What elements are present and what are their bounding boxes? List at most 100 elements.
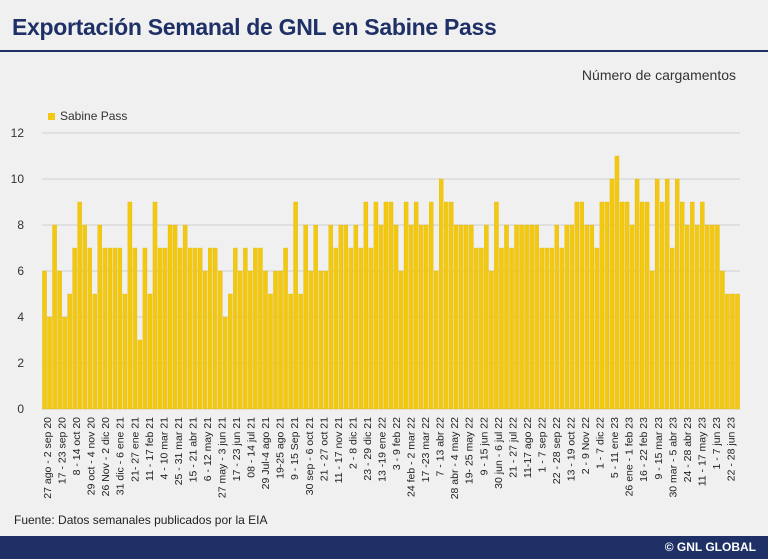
bar [258, 247, 263, 410]
x-tick-label: 22 - 28 sep 22 [551, 417, 563, 484]
bar [444, 201, 449, 410]
bar [288, 293, 293, 410]
bar [228, 293, 233, 410]
bar [328, 224, 333, 410]
bar [77, 201, 82, 410]
bar [253, 247, 258, 410]
x-tick-label: 3 - 9 feb 22 [391, 417, 403, 470]
bar [559, 247, 564, 410]
footer-bar: © GNL GLOBAL [0, 536, 768, 559]
y-tick-label: 2 [17, 356, 24, 370]
bar [579, 201, 585, 410]
bar [670, 247, 675, 410]
x-tick-label: 25 - 31 mar 21 [173, 417, 185, 485]
bar [544, 247, 549, 410]
bar-chart: 0 2 4 6 8 10 12 27 ago - 2 sep 20 17 - 23 sep 2… [11, 126, 740, 499]
bar [554, 224, 559, 410]
bar [614, 155, 620, 410]
bar [172, 224, 178, 410]
bar [449, 201, 454, 410]
bar [167, 224, 173, 410]
bar [177, 247, 183, 410]
bar [499, 247, 504, 410]
x-tick-label: 24 feb - 2 mar 22 [406, 417, 418, 497]
bar [298, 293, 303, 410]
x-tick-label: 9 - 15 Sep 21 [289, 417, 301, 480]
x-tick-label: 17 -23 mar 22 [420, 417, 432, 483]
x-tick-label: 13 - 19 oct 22 [566, 417, 578, 481]
bar [454, 224, 459, 410]
x-tick-label: 29 Jul-4 ago 21 [260, 417, 272, 490]
bar [67, 293, 72, 410]
bar [589, 224, 595, 410]
x-tick-label: 30 jun - 6 jul 22 [493, 417, 505, 489]
bar [87, 247, 92, 410]
x-tick-label: 5 - 11 ene 23 [609, 417, 621, 478]
bar [398, 270, 404, 410]
bar [343, 224, 349, 410]
x-tick-label: 11 - 17 nov 21 [333, 417, 345, 484]
y-axis-unit-label: Número de cargamentos [581, 67, 736, 83]
bar [127, 201, 133, 410]
x-tick-label: 30 sep - 6 oct 21 [304, 417, 316, 495]
bar [378, 224, 384, 410]
bar [519, 224, 524, 410]
bar [680, 201, 685, 410]
bar [117, 247, 123, 410]
y-tick-label: 4 [17, 310, 24, 324]
bar [383, 201, 389, 410]
bar [72, 247, 77, 410]
x-tick-label: 16 - 22 feb 23 [638, 417, 650, 482]
bar [187, 247, 193, 410]
x-tick-label: 11 - 17 feb 21 [144, 417, 156, 481]
bar [413, 201, 419, 410]
bar [504, 224, 509, 410]
x-tick-label: 21 - 27 oct 21 [318, 417, 330, 481]
bar [263, 270, 268, 410]
bar [393, 224, 399, 410]
x-tick-label: 11 - 17 may 23 [696, 417, 708, 486]
bar [112, 247, 118, 410]
bar [147, 293, 153, 410]
bar [484, 224, 489, 410]
bar [418, 224, 424, 410]
bar [42, 270, 47, 410]
bar [574, 201, 580, 410]
bar [705, 224, 710, 410]
bar [293, 201, 298, 410]
bar [142, 247, 148, 410]
bar [213, 247, 218, 410]
x-tick-label: 27 ago - 2 sep 20 [42, 417, 54, 499]
bar [685, 224, 690, 410]
x-tick-label: 7 - 13 abr 22 [435, 417, 447, 477]
bar [363, 201, 369, 410]
bar [649, 270, 655, 410]
x-tick-label: 1 - 7 jun 23 [711, 417, 723, 470]
bar [323, 270, 328, 410]
x-tick-label: 26 Nov - 2 dic 20 [100, 417, 112, 497]
bar [539, 247, 544, 410]
x-tick-label: 27 may - 3 jun 21 [217, 417, 229, 498]
bar [102, 247, 107, 410]
bar [283, 247, 288, 410]
bar [609, 178, 615, 410]
bar [654, 178, 660, 410]
bar [137, 339, 143, 410]
bar [514, 224, 519, 410]
bar [338, 224, 344, 410]
x-tick-label: 21 - 27 jul 22 [507, 417, 519, 478]
bar [132, 247, 138, 410]
bar [624, 201, 630, 410]
x-tick-label: 31 dic - 6 ene 21 [115, 417, 127, 495]
legend: Sabine Pass [48, 109, 127, 123]
bar [303, 224, 308, 410]
bar [479, 247, 484, 410]
x-tick-label: 08 - 14 jul 21 [246, 417, 258, 478]
x-tick-label: 9 - 15 mar 23 [653, 417, 665, 480]
x-tick-label: 4 - 10 mar 21 [158, 417, 170, 480]
bar [368, 247, 374, 410]
bar [278, 270, 283, 410]
x-tick-label: 26 ene - 1 feb 23 [624, 417, 636, 497]
bar [408, 224, 414, 410]
bar [333, 247, 338, 410]
